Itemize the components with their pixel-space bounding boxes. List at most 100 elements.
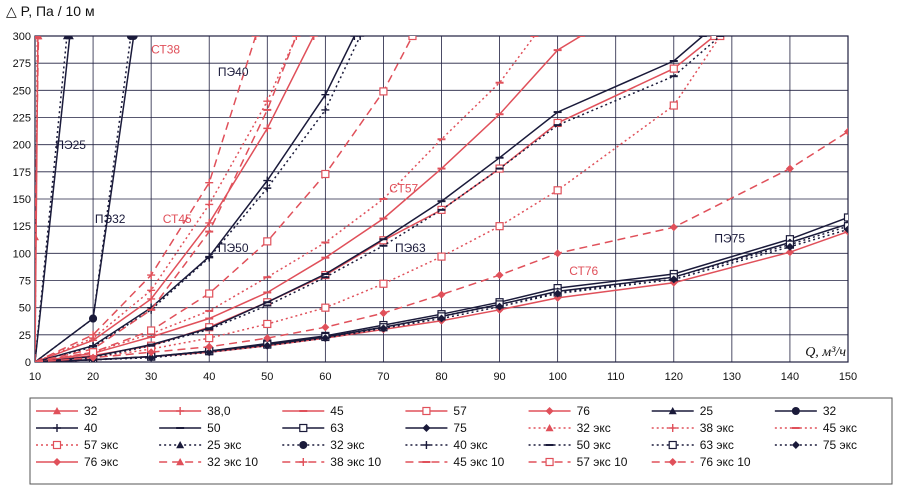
x-tick-label: 120 <box>665 371 683 383</box>
legend-box <box>29 397 893 485</box>
legend-item: 76 экс <box>36 455 118 469</box>
legend-label: 45 экс <box>823 421 857 435</box>
legend-label: 32 <box>84 404 98 418</box>
legend-item: 76 экс 10 <box>651 455 751 469</box>
legend-swatch-marker <box>668 458 677 466</box>
legend-item: 75 <box>405 421 467 435</box>
legend-item: 32 экс <box>282 438 364 452</box>
legend-swatch-marker <box>791 441 800 449</box>
legend-swatch-marker <box>422 441 431 449</box>
legend-item: 76 <box>528 404 590 418</box>
legend-item: 32 <box>36 404 98 418</box>
series-18 <box>35 36 725 362</box>
x-axis-label: Q, м³/ч <box>805 345 846 360</box>
legend-swatch-marker <box>668 440 677 450</box>
legend-swatch-marker <box>176 458 185 466</box>
curve-label: ПЭ75 <box>714 231 745 245</box>
data-point <box>147 353 156 362</box>
legend-label: 57 <box>453 404 467 418</box>
legend-item: 50 <box>159 421 221 435</box>
y-tick-label: 100 <box>13 248 31 260</box>
data-point <box>379 87 388 96</box>
data-point <box>844 127 848 136</box>
data-point <box>379 324 388 333</box>
series-22 <box>35 36 43 362</box>
x-tick-label: 50 <box>261 371 273 383</box>
data-point <box>89 353 98 362</box>
legend-label: 76 экс 10 <box>700 455 751 469</box>
legend-label: 57 экс <box>84 438 118 452</box>
data-point <box>309 36 318 40</box>
legend-swatch-marker <box>668 424 677 432</box>
legend-label: 63 экс <box>700 438 734 452</box>
legend-label: 25 экс <box>207 438 241 452</box>
y-tick-label: 150 <box>13 194 31 206</box>
legend-item: 45 <box>282 404 344 418</box>
legend-swatch-marker <box>299 458 308 466</box>
x-tick-label: 70 <box>377 371 389 383</box>
data-point <box>716 36 725 41</box>
y-tick-label: 250 <box>13 85 31 97</box>
legend-item: 40 экс <box>405 438 488 452</box>
series-line <box>35 36 721 362</box>
grid <box>34 35 849 363</box>
legend-label: 32 экс 10 <box>207 455 258 469</box>
legend-label: 32 <box>823 404 837 418</box>
legend-swatch-marker <box>299 423 308 433</box>
legend-label: 32 экс <box>577 421 611 435</box>
legend-label: 45 экс 10 <box>453 455 504 469</box>
data-point <box>437 314 446 323</box>
data-point <box>62 36 71 40</box>
x-tick-label: 30 <box>145 371 157 383</box>
curve-label: СТ76 <box>569 264 598 278</box>
series-group <box>35 36 848 362</box>
legend-item: 75 экс <box>774 438 857 452</box>
series-2 <box>35 36 585 362</box>
legend-item: 32 экс <box>528 421 611 435</box>
legend-item: 38 экс <box>651 421 734 435</box>
series-line <box>35 36 704 362</box>
data-point <box>437 290 446 299</box>
y-tick-label: 0 <box>25 357 31 369</box>
legend-label: 38,0 <box>207 404 231 418</box>
legend-swatch-marker <box>422 406 431 416</box>
series-26 <box>35 127 848 362</box>
data-point <box>321 169 330 179</box>
data-point <box>205 253 214 262</box>
legend-item: 45 экс 10 <box>405 455 505 469</box>
legend-item: 38 экс 10 <box>282 455 381 469</box>
data-point <box>437 252 446 261</box>
data-point <box>205 289 214 298</box>
legend-label: 57 экс 10 <box>577 455 628 469</box>
series-15 <box>35 36 71 362</box>
data-point <box>35 233 39 241</box>
legend-label: 25 <box>700 404 714 418</box>
curve-label: ПЭ25 <box>55 138 86 152</box>
legend-label: 40 экс <box>453 438 487 452</box>
data-point <box>350 36 359 40</box>
data-point <box>263 176 272 185</box>
data-point <box>35 36 43 40</box>
legend-swatch-marker <box>176 407 185 415</box>
y-tick-label: 300 <box>13 31 31 43</box>
data-point <box>263 319 272 329</box>
y-tick-label: 200 <box>13 140 31 152</box>
legend-swatch-marker <box>53 407 61 415</box>
data-point <box>356 36 365 40</box>
series-line <box>35 36 71 362</box>
data-point <box>263 237 272 246</box>
y-tick-label: 225 <box>13 113 31 125</box>
data-point <box>553 118 562 128</box>
legend-swatch-marker <box>52 440 62 450</box>
data-point <box>785 242 794 251</box>
data-point <box>669 101 678 110</box>
data-point <box>263 124 272 133</box>
series-14 <box>35 36 725 362</box>
data-point <box>263 184 272 193</box>
legend-label: 38 экс <box>700 421 734 435</box>
data-point <box>785 164 794 173</box>
data-point <box>321 303 330 312</box>
legend-label: 38 экс 10 <box>330 455 381 469</box>
series-25 <box>35 36 417 362</box>
